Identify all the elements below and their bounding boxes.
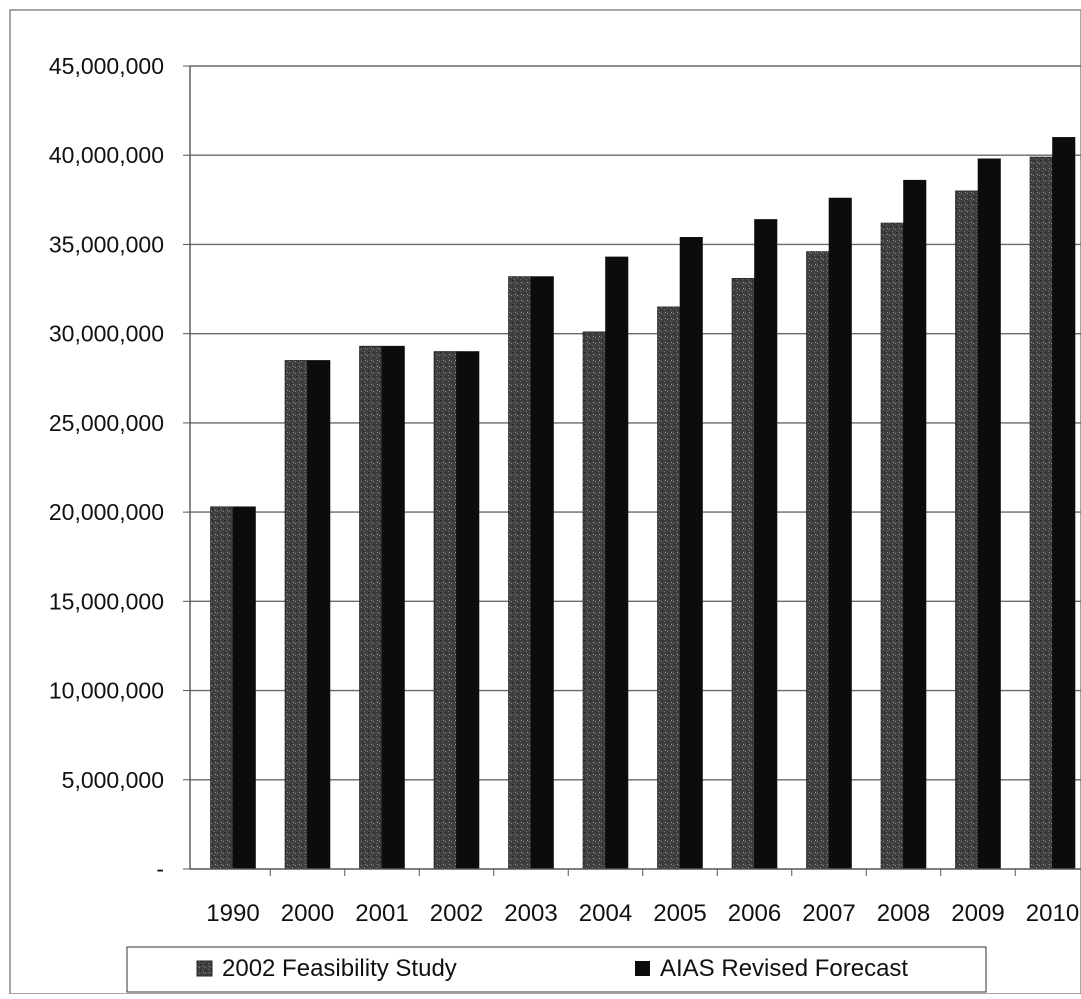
y-tick-label: - — [156, 856, 164, 882]
x-tick-label: 2002 — [430, 900, 483, 927]
y-tick-label: 30,000,000 — [49, 321, 164, 347]
y-tick-label: 20,000,000 — [49, 499, 164, 525]
bar-aias-2010 — [1052, 137, 1076, 870]
y-tick-label: 15,000,000 — [49, 588, 164, 614]
bar-aias-2004 — [605, 256, 629, 870]
legend-label-feasibility: 2002 Feasibility Study — [222, 955, 457, 982]
y-tick-label: 40,000,000 — [49, 142, 164, 168]
x-tick-label: 2006 — [728, 900, 781, 927]
gridlines — [190, 65, 1081, 781]
y-tick-label: 10,000,000 — [49, 678, 164, 704]
bar-feasibility-2004 — [582, 331, 606, 870]
bar-aias-2003 — [530, 276, 554, 870]
y-tick-label: 45,000,000 — [49, 53, 164, 79]
bar-feasibility-2005 — [657, 306, 681, 870]
bar-feasibility-1990 — [210, 506, 234, 870]
bar-feasibility-2010 — [1029, 156, 1053, 870]
x-tick-label: 2008 — [877, 900, 930, 927]
bar-feasibility-2003 — [508, 276, 532, 870]
bar-feasibility-2001 — [359, 345, 383, 870]
y-tick-label: 5,000,000 — [62, 767, 164, 793]
x-tick-label: 2010 — [1026, 900, 1079, 927]
bar-feasibility-2008 — [880, 222, 904, 870]
legend-label-aias: AIAS Revised Forecast — [660, 955, 908, 982]
legend-box — [126, 946, 987, 993]
bar-feasibility-2009 — [955, 190, 979, 870]
bar-feasibility-2000 — [284, 360, 308, 870]
y-axis: - 5,000,000 10,000,000 15,000,000 20,000,000… — [49, 53, 191, 882]
x-tick-label: 2000 — [281, 900, 334, 927]
bar-feasibility-2007 — [806, 251, 830, 870]
x-tick-label: 2005 — [653, 900, 706, 927]
bar-aias-1990 — [232, 506, 256, 870]
x-tick-label: 2003 — [504, 900, 557, 927]
bar-aias-2006 — [754, 219, 778, 870]
y-tick-label: 35,000,000 — [49, 231, 164, 257]
x-tick-label: 2007 — [802, 900, 855, 927]
legend-swatch-aias — [635, 961, 650, 976]
bar-aias-2002 — [456, 351, 480, 870]
bar-aias-2007 — [828, 197, 852, 870]
bar-aias-2001 — [381, 345, 405, 870]
bar-aias-2005 — [679, 237, 703, 870]
bar-feasibility-2006 — [731, 278, 755, 870]
x-tick-label: 2001 — [355, 900, 408, 927]
x-tick-label: 1990 — [206, 900, 259, 927]
y-tick-label: 25,000,000 — [49, 410, 164, 436]
bar-aias-2009 — [977, 158, 1001, 870]
bar-aias-2000 — [307, 360, 331, 870]
bar-aias-2008 — [903, 179, 927, 870]
x-tick-label: 2009 — [951, 900, 1004, 927]
bar-feasibility-2002 — [433, 351, 457, 870]
x-axis: 1990 2000 2001 2002 2003 2004 2005 2006 2007 2008… — [190, 868, 1081, 927]
legend: 2002 Feasibility Study AIAS Revised Fore… — [126, 946, 987, 993]
legend-swatch-feasibility — [196, 960, 213, 977]
x-tick-label: 2004 — [579, 900, 632, 927]
